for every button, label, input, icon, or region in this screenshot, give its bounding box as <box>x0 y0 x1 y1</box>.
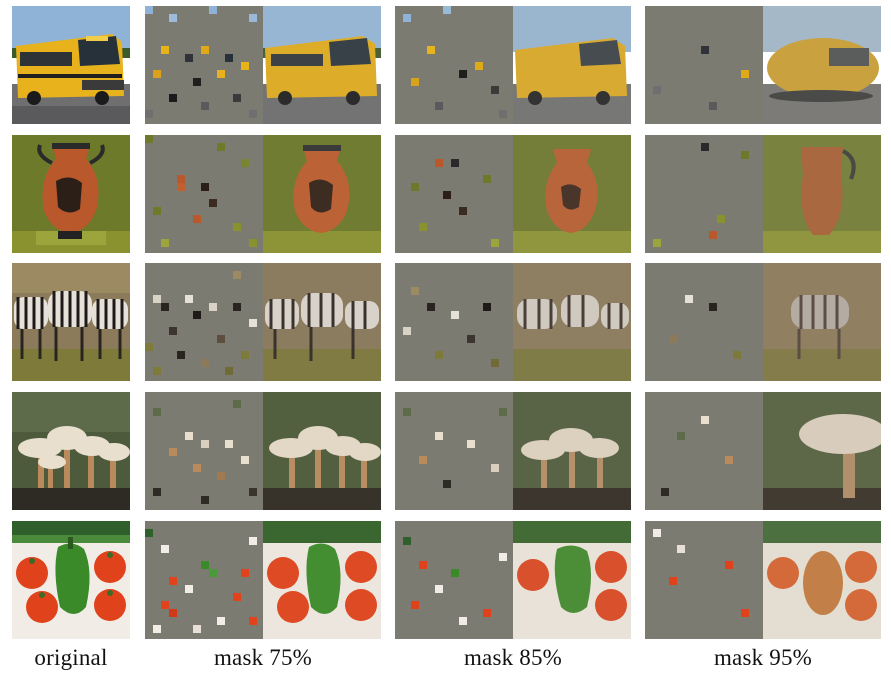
bus-reconstruction-95 <box>763 6 881 124</box>
bus-masked-95 <box>645 6 763 124</box>
zebras-original-image <box>12 263 130 381</box>
zebras-reconstruction-85 <box>513 263 631 381</box>
mushrooms-masked-95 <box>645 392 763 510</box>
vase-masked-75 <box>145 135 263 253</box>
vegetables-reconstruction-85 <box>513 521 631 639</box>
bus-reconstruction-75 <box>263 6 381 124</box>
column-label-mask-85: mask 85% <box>463 645 563 670</box>
zebras-masked-85 <box>395 263 513 381</box>
vegetables-reconstruction-95 <box>763 521 881 639</box>
bus-masked-85 <box>395 6 513 124</box>
mushrooms-masked-85 <box>395 392 513 510</box>
vase-masked-85 <box>395 135 513 253</box>
vegetables-masked-75 <box>145 521 263 639</box>
zebras-masked-75 <box>145 263 263 381</box>
bus-reconstruction-85 <box>513 6 631 124</box>
vase-masked-95 <box>645 135 763 253</box>
bus-masked-75 <box>145 6 263 124</box>
vase-reconstruction-75 <box>263 135 381 253</box>
bus-original-image <box>12 6 130 124</box>
vase-reconstruction-85 <box>513 135 631 253</box>
zebras-reconstruction-75 <box>263 263 381 381</box>
zebras-masked-95 <box>645 263 763 381</box>
mushrooms-original-image <box>12 392 130 510</box>
vegetables-masked-95 <box>645 521 763 639</box>
zebras-reconstruction-95 <box>763 263 881 381</box>
column-label-mask-75: mask 75% <box>213 645 313 670</box>
vase-original-image <box>12 135 130 253</box>
mushrooms-masked-75 <box>145 392 263 510</box>
mushrooms-reconstruction-95 <box>763 392 881 510</box>
vegetables-reconstruction-75 <box>263 521 381 639</box>
vegetables-masked-85 <box>395 521 513 639</box>
column-label-mask-95: mask 95% <box>713 645 813 670</box>
mushrooms-reconstruction-85 <box>513 392 631 510</box>
vase-reconstruction-95 <box>763 135 881 253</box>
mushrooms-reconstruction-75 <box>263 392 381 510</box>
vegetables-original-image <box>12 521 130 639</box>
column-label-original: original <box>34 645 108 670</box>
